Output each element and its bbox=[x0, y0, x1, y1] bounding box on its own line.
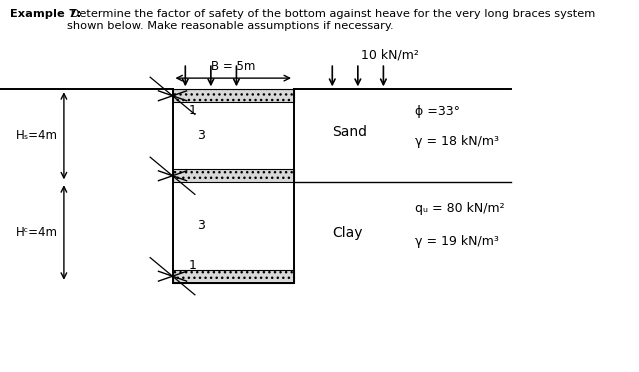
Text: 3: 3 bbox=[197, 129, 205, 142]
Text: Determine the factor of safety of the bottom against heave for the very long bra: Determine the factor of safety of the bo… bbox=[67, 9, 596, 31]
Text: Hₛ=4m: Hₛ=4m bbox=[15, 129, 58, 142]
Text: 3: 3 bbox=[197, 219, 205, 231]
Bar bbox=[173, 270, 294, 283]
Text: 10 kN/m²: 10 kN/m² bbox=[361, 48, 419, 61]
Text: ϕ =33°: ϕ =33° bbox=[415, 105, 460, 118]
Text: 1: 1 bbox=[189, 259, 196, 272]
Text: B = 5m: B = 5m bbox=[211, 60, 256, 73]
Text: qᵤ = 80 kN/m²: qᵤ = 80 kN/m² bbox=[415, 202, 505, 215]
Bar bbox=[173, 169, 294, 182]
Text: Example 7:: Example 7: bbox=[10, 9, 81, 19]
Text: Hᶜ=4m: Hᶜ=4m bbox=[15, 226, 58, 239]
Text: Clay: Clay bbox=[332, 225, 363, 240]
Text: γ = 18 kN/m³: γ = 18 kN/m³ bbox=[415, 135, 499, 148]
Text: γ = 19 kN/m³: γ = 19 kN/m³ bbox=[415, 235, 499, 248]
Text: 1: 1 bbox=[189, 104, 196, 117]
Bar bbox=[173, 89, 294, 102]
Text: Sand: Sand bbox=[332, 125, 367, 139]
